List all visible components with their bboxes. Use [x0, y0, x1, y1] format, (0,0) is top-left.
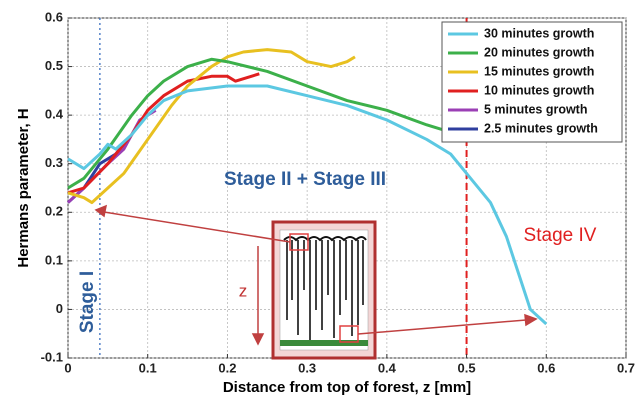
series-lines [66, 48, 548, 326]
arrows [94, 204, 538, 346]
legend-label: 30 minutes growth [484, 26, 594, 40]
series-line [67, 57, 444, 190]
x-tick-label: 0.6 [537, 360, 555, 375]
y-tick-label: 0.3 [45, 155, 63, 170]
stage-annotation: Stage II + Stage III [224, 169, 386, 190]
y-tick-label: 0.2 [45, 204, 63, 219]
y-tick-label: 0.5 [45, 58, 63, 73]
inset-image [271, 220, 377, 360]
legend-label: 15 minutes growth [484, 64, 594, 78]
x-tick-label: 0.1 [139, 360, 157, 375]
y-tick-label: 0.6 [45, 9, 63, 24]
y-tick-label: 0 [56, 301, 63, 316]
ticks: 0 0.1 0.2 0.3 0.4 0.5 0.6 0.7-0.100.10.20.30.40… [41, 9, 635, 375]
x-tick-label: 0.4 [378, 360, 397, 375]
series-line [67, 72, 260, 195]
z-label: z [239, 281, 248, 300]
x-tick-label: 0.2 [218, 360, 236, 375]
x-tick-label: 0.3 [298, 360, 316, 375]
legend-box [441, 21, 623, 143]
legend-label: 5 minutes growth [484, 102, 587, 116]
stage-annotation: Stage IV [524, 225, 597, 246]
stage-annotation: Stage I [77, 271, 98, 333]
series-line [67, 48, 356, 205]
legend-label: 2.5 minutes growth [484, 121, 598, 135]
y-axis-label: Hermans parameter, H [15, 108, 32, 267]
x-tick-label: 0 [64, 360, 71, 375]
y-tick-label: 0.4 [45, 107, 64, 122]
legend-label: 10 minutes growth [484, 83, 594, 97]
x-tick-label: 0.5 [458, 360, 476, 375]
y-tick-label: -0.1 [41, 349, 63, 364]
x-axis-label: Distance from top of forest, z [mm] [223, 379, 471, 396]
x-tick-label: 0.7 [617, 360, 635, 375]
legend: 30 minutes growth 20 minutes growth 15 min… [441, 21, 623, 143]
series-line [67, 84, 548, 326]
legend-label: 20 minutes growth [484, 45, 594, 59]
y-tick-label: 0.1 [45, 252, 63, 267]
